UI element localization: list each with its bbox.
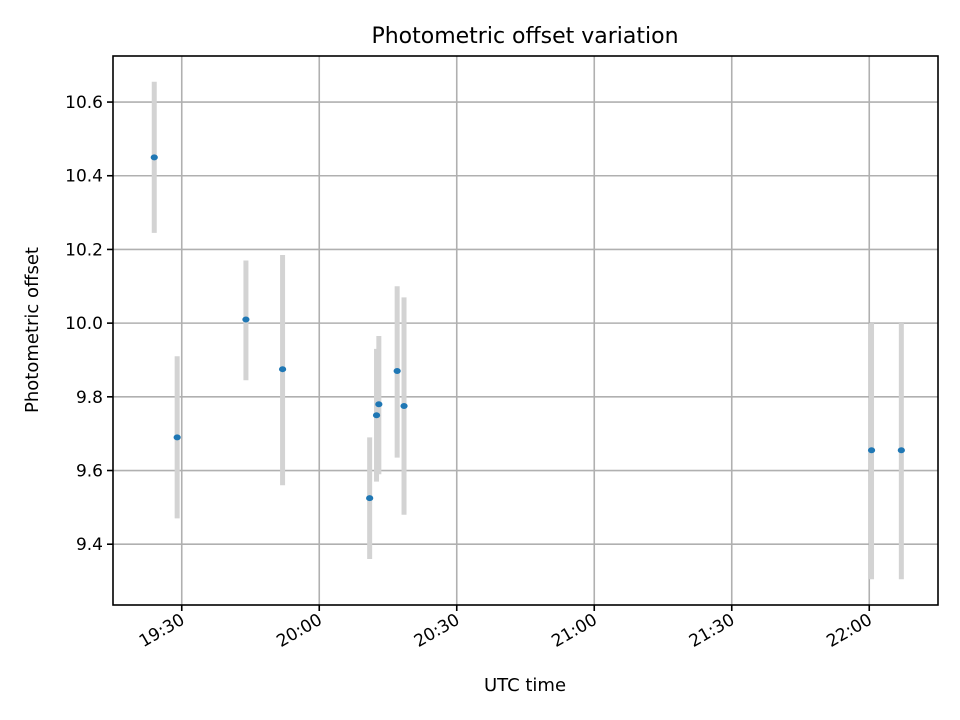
grid-layer <box>113 56 938 605</box>
x-tick-label: 21:30 <box>686 610 738 652</box>
y-tick-label: 9.4 <box>76 535 103 555</box>
x-axis-label: UTC time <box>484 675 566 696</box>
y-tick-label: 10.4 <box>65 167 103 187</box>
x-tick-label: 19:30 <box>136 610 188 652</box>
x-tick-label: 21:00 <box>548 610 600 652</box>
data-point-layer <box>150 154 905 502</box>
data-point <box>867 447 876 454</box>
data-point <box>897 447 905 454</box>
y-tick-label: 10.0 <box>65 314 103 334</box>
y-axis-label: Photometric offset <box>22 247 43 413</box>
tick-layer: 19:30 20:00 20:30 21:00 21:30 22:00 9.4 9.6 9.8 1… <box>65 93 876 652</box>
x-tick-label: 20:00 <box>273 610 325 652</box>
data-point <box>242 316 250 323</box>
data-point <box>372 412 381 419</box>
x-tick-label: 20:30 <box>411 610 463 652</box>
y-tick-label: 10.2 <box>65 240 103 260</box>
y-tick-label: 10.6 <box>65 93 103 113</box>
data-point <box>150 154 158 161</box>
data-point <box>393 368 401 375</box>
data-point <box>173 434 181 441</box>
plot-frame <box>112 55 939 606</box>
error-bar-layer <box>151 81 904 580</box>
chart-title: Photometric offset variation <box>371 24 678 49</box>
x-tick-label: 22:00 <box>823 610 875 652</box>
y-tick-label: 9.8 <box>76 388 103 408</box>
data-point <box>400 403 408 410</box>
data-point <box>366 495 374 502</box>
data-point <box>278 366 287 373</box>
y-tick-label: 9.6 <box>76 462 103 482</box>
data-point <box>375 401 383 408</box>
